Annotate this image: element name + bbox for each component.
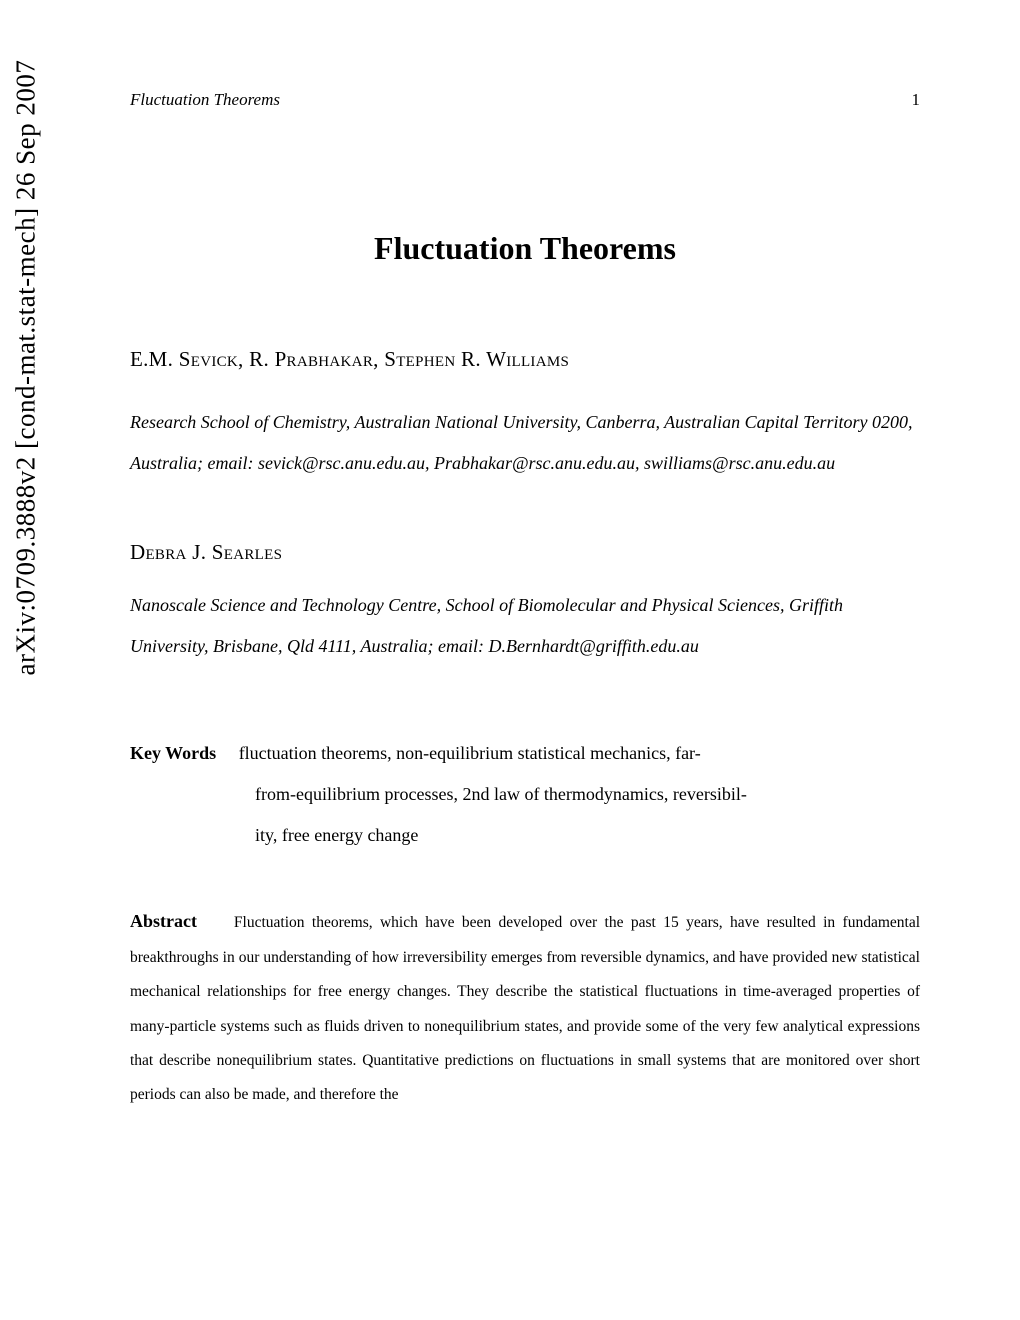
affiliation-1: Research School of Chemistry, Australian… <box>130 402 920 485</box>
authors-group-2: Debra J. Searles <box>130 540 920 565</box>
keywords-block: Key Words fluctuation theorems, non-equi… <box>130 733 920 857</box>
authors-group-1: E.M. Sevick, R. Prabhakar, Stephen R. Wi… <box>130 347 920 372</box>
running-title: Fluctuation Theorems <box>130 90 280 110</box>
abstract-block: Abstract Fluctuation theorems, which hav… <box>130 902 920 1112</box>
page-content: Fluctuation Theorems 1 Fluctuation Theor… <box>130 90 920 1112</box>
abstract-label: Abstract <box>130 911 197 931</box>
page-number: 1 <box>912 90 921 110</box>
keywords-text-line2: from-equilibrium processes, 2nd law of t… <box>255 774 920 815</box>
keywords-text-line3: ity, free energy change <box>255 815 920 856</box>
keywords-label: Key Words <box>130 743 216 763</box>
affiliation-2: Nanoscale Science and Technology Centre,… <box>130 585 920 668</box>
keywords-text-line1: fluctuation theorems, non-equilibrium st… <box>239 743 701 763</box>
abstract-text: Fluctuation theorems, which have been de… <box>130 914 920 1103</box>
paper-title: Fluctuation Theorems <box>130 230 920 267</box>
page-header: Fluctuation Theorems 1 <box>130 90 920 110</box>
arxiv-identifier: arXiv:0709.3888v2 [cond-mat.stat-mech] 2… <box>11 60 42 676</box>
